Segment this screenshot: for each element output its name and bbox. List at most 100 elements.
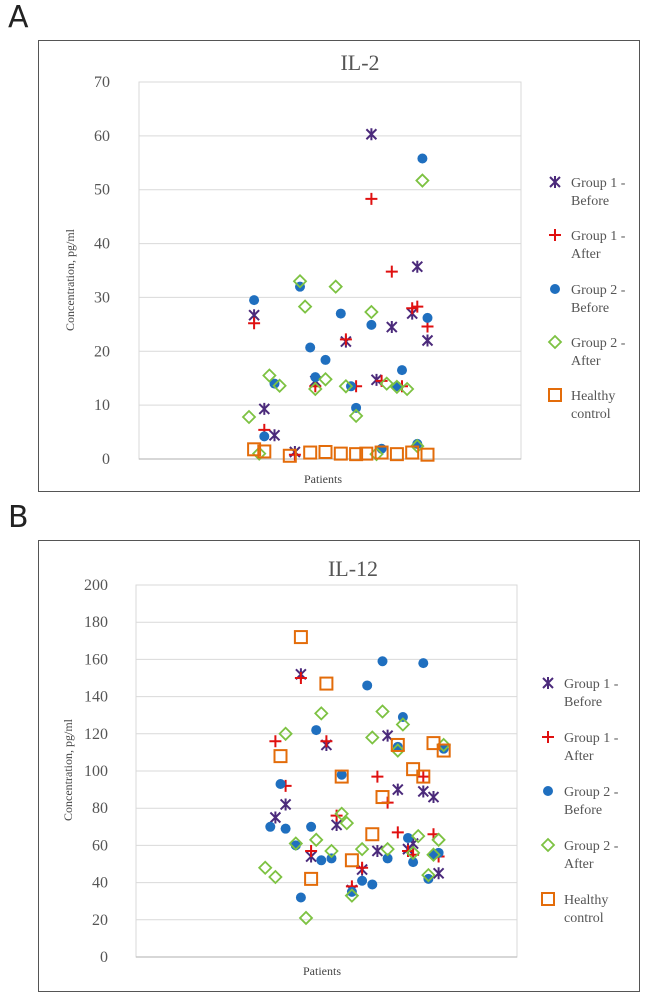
circle-marker	[422, 312, 433, 323]
legend-entry: Group 1 -After	[571, 229, 626, 262]
x-axis-label: Patients	[303, 964, 341, 978]
star-marker	[392, 783, 404, 796]
circle-marker	[346, 886, 357, 897]
y-tick-label: 120	[84, 726, 108, 743]
plus-marker	[406, 302, 419, 315]
diamond-marker	[410, 828, 426, 844]
y-axis-label: Concentration, pg/ml	[63, 228, 77, 331]
square-marker	[293, 630, 308, 645]
chart-frame	[38, 40, 640, 492]
diamond-marker	[375, 704, 390, 719]
diamond-marker	[421, 867, 436, 883]
square-marker	[389, 447, 404, 462]
y-tick-label: 0	[102, 451, 110, 468]
circle-marker	[320, 354, 331, 365]
diamond-marker	[399, 381, 415, 397]
legend-square-marker	[548, 388, 562, 402]
y-tick-label: 20	[92, 912, 108, 929]
circle-marker	[377, 656, 388, 667]
diamond-marker	[339, 815, 355, 831]
circle-marker	[362, 680, 373, 691]
legend-entry: Group 1 -After	[564, 731, 619, 764]
y-tick-label: 80	[92, 800, 108, 817]
legend-square-marker	[541, 892, 555, 906]
square-marker	[405, 445, 420, 460]
square-marker	[420, 447, 435, 462]
circle-marker	[311, 725, 322, 736]
circle-marker	[275, 779, 286, 790]
circle-marker	[280, 823, 291, 834]
square-marker	[344, 853, 359, 868]
plus-marker	[339, 333, 352, 346]
diamond-marker	[298, 910, 314, 926]
diamond-marker	[318, 372, 333, 387]
legend-entry: Healthy control	[564, 893, 608, 926]
diamond-marker	[390, 743, 406, 758]
square-marker	[319, 676, 334, 691]
square-marker	[257, 444, 272, 459]
circle-marker	[351, 402, 362, 413]
diamond-marker	[278, 726, 293, 742]
circle-marker	[397, 712, 408, 723]
circle-marker	[326, 853, 337, 864]
diamond-marker	[308, 832, 324, 848]
circle-marker	[316, 855, 327, 866]
panel-letter-a: A	[8, 0, 29, 35]
circle-marker	[336, 769, 347, 780]
circle-marker	[438, 743, 449, 754]
diamond-marker	[272, 378, 287, 394]
plus-marker	[294, 672, 307, 684]
star-marker	[268, 429, 281, 442]
square-marker	[334, 769, 349, 784]
diamond-marker	[415, 173, 430, 188]
diamond-marker	[324, 843, 339, 859]
star-marker	[365, 128, 378, 141]
y-tick-label: 200	[84, 577, 108, 594]
y-tick-label: 180	[84, 614, 108, 631]
circle-marker	[249, 295, 260, 306]
square-marker	[374, 445, 389, 460]
square-marker	[426, 736, 441, 751]
square-marker	[349, 447, 364, 462]
star-marker	[370, 373, 383, 386]
star-marker	[417, 785, 430, 798]
legend-circle-marker	[543, 786, 553, 796]
diamond-marker	[426, 847, 441, 862]
y-tick-label: 20	[94, 343, 110, 360]
square-marker	[406, 762, 421, 777]
plus-marker	[417, 770, 430, 783]
diamond-marker	[338, 379, 354, 394]
diamond-marker	[314, 706, 329, 721]
star-marker	[269, 811, 282, 824]
plus-marker	[371, 770, 384, 783]
diamond-marker	[365, 730, 380, 745]
legend-diamond-marker	[540, 837, 556, 853]
il2-chart: IL-2 0 10 20 30 40 50 60 70 Patients Concentrat…	[38, 40, 640, 492]
square-marker	[390, 737, 405, 752]
diamond-marker	[288, 836, 304, 851]
diamond-marker	[354, 841, 370, 857]
diamond-marker	[431, 832, 446, 848]
diamond-marker	[297, 299, 313, 314]
diamond-marker	[268, 869, 283, 885]
diamond-marker	[328, 279, 343, 294]
star-marker	[411, 260, 424, 273]
circle-marker	[367, 879, 378, 890]
legend-plus-marker	[542, 731, 554, 743]
legend-diamond-marker	[547, 334, 563, 350]
plus-marker	[356, 861, 369, 874]
square-marker	[273, 749, 288, 764]
circle-marker	[417, 153, 428, 164]
diamond-marker	[364, 304, 379, 320]
circle-marker	[335, 308, 346, 319]
square-marker	[247, 442, 262, 457]
plus-marker	[248, 317, 261, 330]
diamond-marker	[308, 381, 323, 397]
diamond-marker	[251, 446, 267, 461]
star-marker	[258, 402, 271, 415]
circle-marker	[295, 892, 306, 903]
star-marker	[279, 798, 292, 811]
plus-marker	[391, 826, 404, 839]
y-tick-label: 0	[100, 949, 108, 966]
y-axis-label: Concentration, pg/ml	[61, 718, 75, 821]
